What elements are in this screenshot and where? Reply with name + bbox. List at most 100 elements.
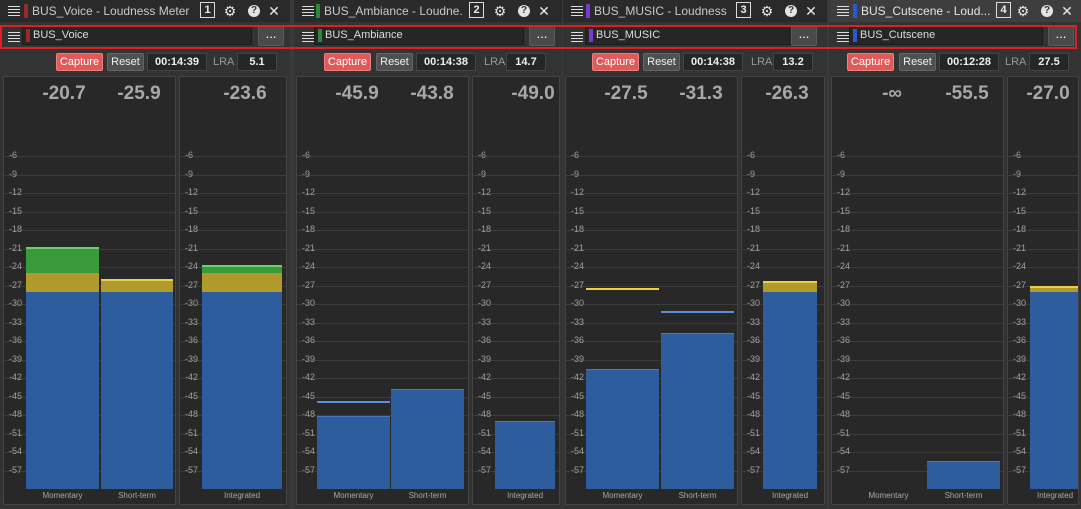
scale-tick-label: -42 — [837, 372, 851, 382]
tab-title[interactable]: BUS_Ambiance - Loudne... — [324, 4, 463, 18]
scale-gridline — [473, 230, 559, 231]
help-icon[interactable]: ? — [785, 5, 797, 17]
scale-tick-label: -54 — [747, 446, 761, 456]
bus-color-swatch — [589, 29, 593, 42]
help-icon[interactable]: ? — [1041, 5, 1053, 17]
tab-title[interactable]: BUS_Cutscene - Loud... — [861, 4, 990, 18]
reset-button[interactable]: Reset — [376, 53, 413, 71]
scale-tick-label: -6 — [9, 150, 18, 160]
scale-tick-label: -39 — [571, 353, 585, 364]
panel-number-badge[interactable]: 3 — [736, 2, 751, 18]
scale-tick-label: -48 — [837, 409, 851, 419]
scale-tick-label: -45 — [1013, 390, 1027, 401]
scale-tick-label: -42 — [9, 372, 23, 382]
scale-tick-label: -24 — [837, 261, 851, 271]
panel-number-badge[interactable]: 2 — [469, 2, 484, 18]
panel-tab-bar[interactable]: BUS_Cutscene - Loud... 4 ⚙? ✕ — [829, 0, 1081, 22]
panel-number-badge[interactable]: 4 — [996, 2, 1011, 18]
scale-tick-label: -33 — [302, 316, 316, 327]
bus-browse-button[interactable]: ... — [791, 25, 817, 46]
close-icon[interactable]: ✕ — [538, 3, 550, 19]
meter-view-icon — [8, 5, 20, 16]
close-icon[interactable]: ✕ — [268, 3, 280, 19]
scale-gridline — [297, 248, 468, 250]
scale-tick-label: -42 — [1013, 372, 1027, 382]
tab-title[interactable]: BUS_Voice - Loudness Meter — [32, 4, 190, 18]
capture-button[interactable]: Capture — [592, 53, 639, 71]
scale-tick-label: -48 — [9, 409, 23, 419]
scale-tick-label: -30 — [747, 298, 761, 308]
capture-button[interactable]: Capture — [847, 53, 894, 71]
bus-browse-button[interactable]: ... — [529, 25, 555, 46]
close-icon[interactable]: ✕ — [1061, 3, 1073, 19]
tab-title[interactable]: BUS_MUSIC - Loudness ... — [594, 4, 730, 18]
integrated-meter: -6 -9 -12 -15 -18 -21 -24 -27 -30 -33 -36 -39 -42 -45… — [472, 76, 560, 505]
integrated-meter: -6 -9 -12 -15 -18 -21 -24 -27 -30 -33 -36 -39 -42 -45… — [1007, 76, 1079, 505]
bar-segment-blue — [586, 369, 659, 489]
integrated-column-label: Integrated — [1036, 491, 1074, 500]
scale-tick-label: -15 — [185, 205, 199, 216]
scale-tick-label: -9 — [1013, 168, 1022, 179]
scale-tick-label: -33 — [747, 316, 761, 327]
panel-tab-bar[interactable]: BUS_Voice - Loudness Meter 1 ⚙? ✕ — [0, 0, 290, 22]
scale-gridline — [566, 193, 737, 194]
scale-tick-label: -57 — [837, 464, 851, 475]
gear-icon[interactable]: ⚙ — [1016, 3, 1030, 19]
scale-gridline — [1008, 248, 1078, 250]
gear-icon[interactable]: ⚙ — [760, 3, 774, 19]
help-icon[interactable]: ? — [518, 5, 530, 17]
scale-gridline — [180, 193, 286, 194]
integrated-bar — [1030, 285, 1078, 490]
scale-gridline — [297, 267, 468, 268]
scale-gridline — [297, 156, 468, 157]
integrated-column-label: Integrated — [506, 491, 544, 500]
scale-tick-label: -24 — [478, 261, 492, 271]
bus-name-field[interactable]: BUS_Cutscene — [849, 26, 1043, 45]
scale-gridline — [832, 359, 1003, 361]
lra-label: LRA — [213, 56, 235, 68]
scale-gridline — [473, 267, 559, 268]
panel-number-badge[interactable]: 1 — [200, 2, 215, 18]
scale-tick-label: -57 — [302, 464, 316, 475]
bus-browse-button[interactable]: ... — [1048, 25, 1074, 46]
bus-name-field[interactable]: BUS_Ambiance — [314, 26, 524, 45]
bar-segment-yellow — [101, 278, 173, 292]
reset-button[interactable]: Reset — [899, 53, 936, 71]
scale-tick-label: -39 — [478, 353, 492, 364]
bar-segment-blue — [202, 291, 282, 489]
scale-gridline — [297, 415, 468, 416]
scale-tick-label: -18 — [302, 224, 316, 234]
scale-gridline — [4, 193, 175, 194]
capture-button[interactable]: Capture — [56, 53, 103, 71]
scale-tick-label: -57 — [9, 464, 23, 475]
scale-tick-label: -15 — [571, 205, 585, 216]
gear-icon[interactable]: ⚙ — [493, 3, 507, 19]
scale-tick-label: -9 — [571, 168, 580, 179]
scale-tick-label: -36 — [1013, 335, 1027, 345]
reset-button[interactable]: Reset — [643, 53, 680, 71]
bus-icon — [302, 31, 314, 42]
integrated-meter: -6 -9 -12 -15 -18 -21 -24 -27 -30 -33 -36 -39 -42 -45… — [741, 76, 825, 505]
panel-tab-bar[interactable]: BUS_MUSIC - Loudness ... 3 ⚙? ✕ — [563, 0, 827, 22]
bus-name-field[interactable]: BUS_Voice — [22, 26, 252, 45]
momentary-bar — [586, 369, 659, 489]
scale-gridline — [473, 341, 559, 342]
bar-segment-green — [26, 246, 99, 274]
reset-button[interactable]: Reset — [107, 53, 144, 71]
scale-tick-label: -42 — [478, 372, 492, 382]
close-icon[interactable]: ✕ — [805, 3, 817, 19]
bus-browse-button[interactable]: ... — [258, 25, 284, 46]
bus-name-field[interactable]: BUS_MUSIC — [585, 26, 795, 45]
scale-gridline — [832, 396, 1003, 398]
integrated-readout: -23.6 — [223, 83, 267, 104]
bus-color-swatch — [24, 4, 28, 18]
scale-gridline — [742, 248, 824, 250]
bus-color-swatch — [586, 4, 590, 18]
gear-icon[interactable]: ⚙ — [223, 3, 237, 19]
momentary-column-label: Momentary — [42, 491, 83, 500]
capture-button[interactable]: Capture — [324, 53, 371, 71]
panel-tab-bar[interactable]: BUS_Ambiance - Loudne... 2 ⚙? ✕ — [294, 0, 562, 22]
bus-color-swatch — [853, 29, 857, 42]
help-icon[interactable]: ? — [248, 5, 260, 17]
scale-tick-label: -48 — [571, 409, 585, 419]
